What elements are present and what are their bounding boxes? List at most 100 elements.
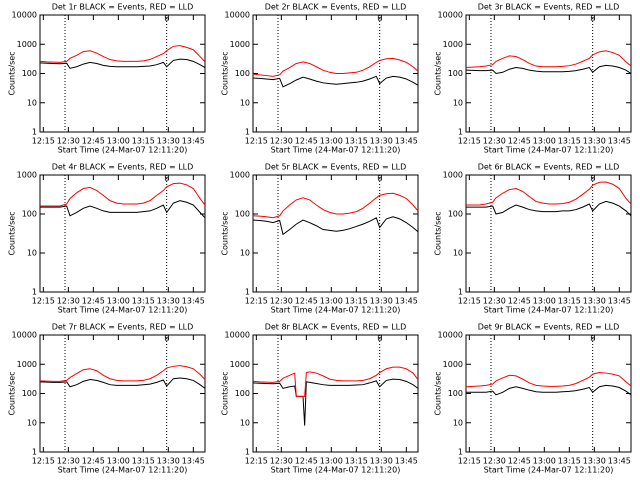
x-tick-label: 13:30: [583, 457, 606, 466]
chart-panel: Det 5r BLACK = Events, RED = LLD 1 10 100 10…: [221, 163, 419, 315]
annotation: E: [377, 174, 382, 183]
y-tick-label: 1: [245, 128, 250, 137]
x-tick-label: 12:15: [245, 137, 268, 146]
x-axis-label: Start Time (24-Mar-07 12:11:20): [58, 146, 188, 155]
y-tick-label: 1: [32, 448, 37, 457]
y-tick-label: 10000: [438, 11, 463, 20]
annotation: E: [377, 14, 382, 23]
x-tick-label: 12:15: [245, 457, 268, 466]
x-tick-label: 13:45: [395, 137, 418, 146]
y-tick-label: 10: [453, 249, 463, 258]
x-tick-label: 13:45: [608, 457, 631, 466]
data-line: [252, 57, 419, 77]
y-tick-label: 10: [453, 98, 463, 107]
y-tick-label: 100: [22, 210, 37, 219]
y-tick-label: 10: [27, 98, 37, 107]
x-tick-label: 12:30: [483, 457, 506, 466]
chart-panel: Det 1r BLACK = Events, RED = LLD 1 10 100 10…: [8, 3, 206, 155]
x-tick-label: 12:30: [270, 297, 293, 306]
y-axis-label: Counts/sec: [221, 371, 230, 415]
y-axis-label: Counts/sec: [8, 211, 17, 255]
x-tick-label: 13:45: [395, 457, 418, 466]
y-tick-label: 10000: [438, 331, 463, 340]
x-tick-label: 13:00: [320, 297, 343, 306]
x-tick-label: 12:45: [82, 297, 105, 306]
x-tick-label: 12:15: [458, 137, 481, 146]
annotation: E: [164, 14, 169, 23]
annotation: E: [590, 174, 595, 183]
data-line: [39, 58, 206, 69]
chart-panel: Det 4r BLACK = Events, RED = LLD 1 10 100 10…: [8, 163, 206, 315]
data-line: [40, 200, 206, 219]
chart-title: Det 6r BLACK = Events, RED = LLD: [478, 163, 620, 172]
y-tick-label: 100: [448, 69, 463, 78]
x-tick-label: 12:30: [270, 137, 293, 146]
data-line: [252, 75, 419, 88]
x-tick-label: 12:45: [508, 457, 531, 466]
x-tick-label: 13:15: [345, 137, 368, 146]
x-tick-label: 13:00: [107, 457, 130, 466]
y-tick-label: 10: [240, 249, 250, 258]
x-tick-label: 13:45: [182, 457, 205, 466]
x-tick-label: 12:45: [508, 297, 531, 306]
x-tick-label: 12:15: [32, 297, 55, 306]
x-tick-label: 12:30: [57, 457, 80, 466]
chart-title: Det 8r BLACK = Events, RED = LLD: [265, 323, 407, 332]
x-tick-label: 13:15: [132, 457, 155, 466]
y-tick-label: 1000: [443, 360, 463, 369]
annotation: E: [164, 174, 169, 183]
x-tick-label: 13:45: [182, 137, 205, 146]
plot-frame: [465, 174, 632, 293]
annotation: E: [377, 334, 382, 343]
y-tick-label: 1000: [230, 360, 250, 369]
y-tick-label: 100: [235, 210, 250, 219]
data-line: [39, 377, 206, 389]
y-tick-label: 10000: [225, 331, 250, 340]
data-line: [465, 372, 632, 388]
x-tick-label: 12:30: [57, 137, 80, 146]
y-tick-label: 1: [32, 128, 37, 137]
annotation: E: [164, 334, 169, 343]
data-line: [466, 181, 632, 206]
x-tick-label: 12:30: [57, 297, 80, 306]
y-tick-label: 10000: [12, 331, 37, 340]
x-tick-label: 12:45: [82, 137, 105, 146]
x-tick-label: 13:15: [558, 457, 581, 466]
y-axis-label: Counts/sec: [221, 51, 230, 95]
y-tick-label: 100: [235, 389, 250, 398]
y-axis-label: Counts/sec: [8, 51, 17, 95]
chart-panel: Det 9r BLACK = Events, RED = LLD 1 10 100 10…: [434, 323, 632, 475]
x-axis-label: Start Time (24-Mar-07 12:11:20): [271, 306, 401, 315]
y-tick-label: 1000: [230, 40, 250, 49]
x-tick-label: 12:15: [458, 297, 481, 306]
x-tick-label: 13:00: [320, 137, 343, 146]
x-tick-label: 12:15: [245, 297, 268, 306]
chart-title: Det 7r BLACK = Events, RED = LLD: [52, 323, 194, 332]
y-tick-label: 1000: [443, 40, 463, 49]
data-line: [39, 45, 206, 63]
data-line: [465, 64, 632, 75]
data-line: [252, 216, 419, 236]
x-tick-label: 13:00: [107, 137, 130, 146]
y-axis-label: Counts/sec: [434, 211, 443, 255]
x-tick-label: 13:15: [558, 297, 581, 306]
y-tick-label: 100: [448, 389, 463, 398]
x-tick-label: 12:30: [483, 137, 506, 146]
y-tick-label: 10: [27, 418, 37, 427]
y-tick-label: 100: [448, 210, 463, 219]
x-tick-label: 13:00: [533, 457, 556, 466]
chart-panel: Det 3r BLACK = Events, RED = LLD 1 10 100 10…: [434, 3, 632, 155]
x-tick-label: 13:45: [182, 297, 205, 306]
x-tick-label: 13:00: [107, 297, 130, 306]
x-axis-label: Start Time (24-Mar-07 12:11:20): [484, 146, 614, 155]
x-tick-label: 13:15: [132, 297, 155, 306]
chart-title: Det 2r BLACK = Events, RED = LLD: [265, 3, 407, 12]
x-tick-label: 13:30: [157, 457, 180, 466]
y-tick-label: 1: [458, 128, 463, 137]
y-tick-label: 10000: [12, 11, 37, 20]
plot-frame: [39, 174, 206, 293]
plot-frame: [252, 174, 419, 293]
data-line: [252, 366, 419, 397]
y-tick-label: 1: [458, 448, 463, 457]
x-tick-label: 13:15: [345, 457, 368, 466]
